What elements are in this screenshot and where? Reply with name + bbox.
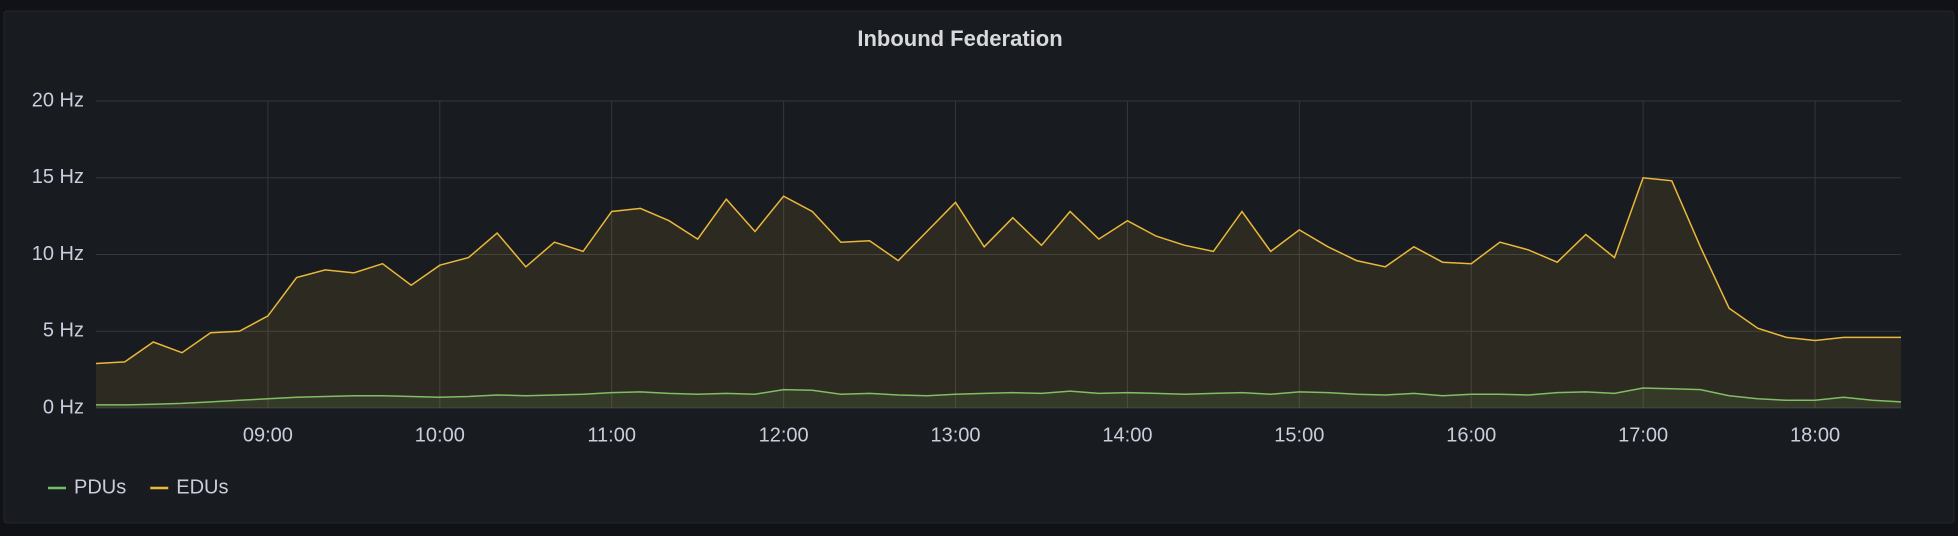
series-line <box>95 176 1901 365</box>
y-tick-label: 5 Hz <box>43 320 84 342</box>
legend-label: PDUs <box>74 476 126 498</box>
x-tick-label: 11:00 <box>587 424 636 446</box>
x-tick-label: 15:00 <box>1274 424 1324 446</box>
legend-label: EDUs <box>176 476 228 498</box>
x-tick-label: 13:00 <box>930 424 980 446</box>
x-tick-label: 10:00 <box>415 424 465 446</box>
x-tick-label: 17:00 <box>1618 424 1668 446</box>
chart-title: Inbound Federation <box>857 26 1062 51</box>
y-tick-label: 0 Hz <box>43 396 84 418</box>
y-tick-label: 15 Hz <box>32 166 84 188</box>
area-fill <box>96 388 1901 408</box>
x-tick-label: 18:00 <box>1790 424 1840 446</box>
area-fill <box>96 177 1901 408</box>
x-tick-label: 14:00 <box>1102 424 1152 446</box>
x-tick-label: 16:00 <box>1446 424 1496 446</box>
series-line <box>96 387 1902 406</box>
x-tick-label: 12:00 <box>759 424 809 446</box>
y-tick-label: 20 Hz <box>32 89 84 111</box>
y-tick-label: 10 Hz <box>32 243 84 265</box>
x-tick-label: 09:00 <box>243 424 293 446</box>
